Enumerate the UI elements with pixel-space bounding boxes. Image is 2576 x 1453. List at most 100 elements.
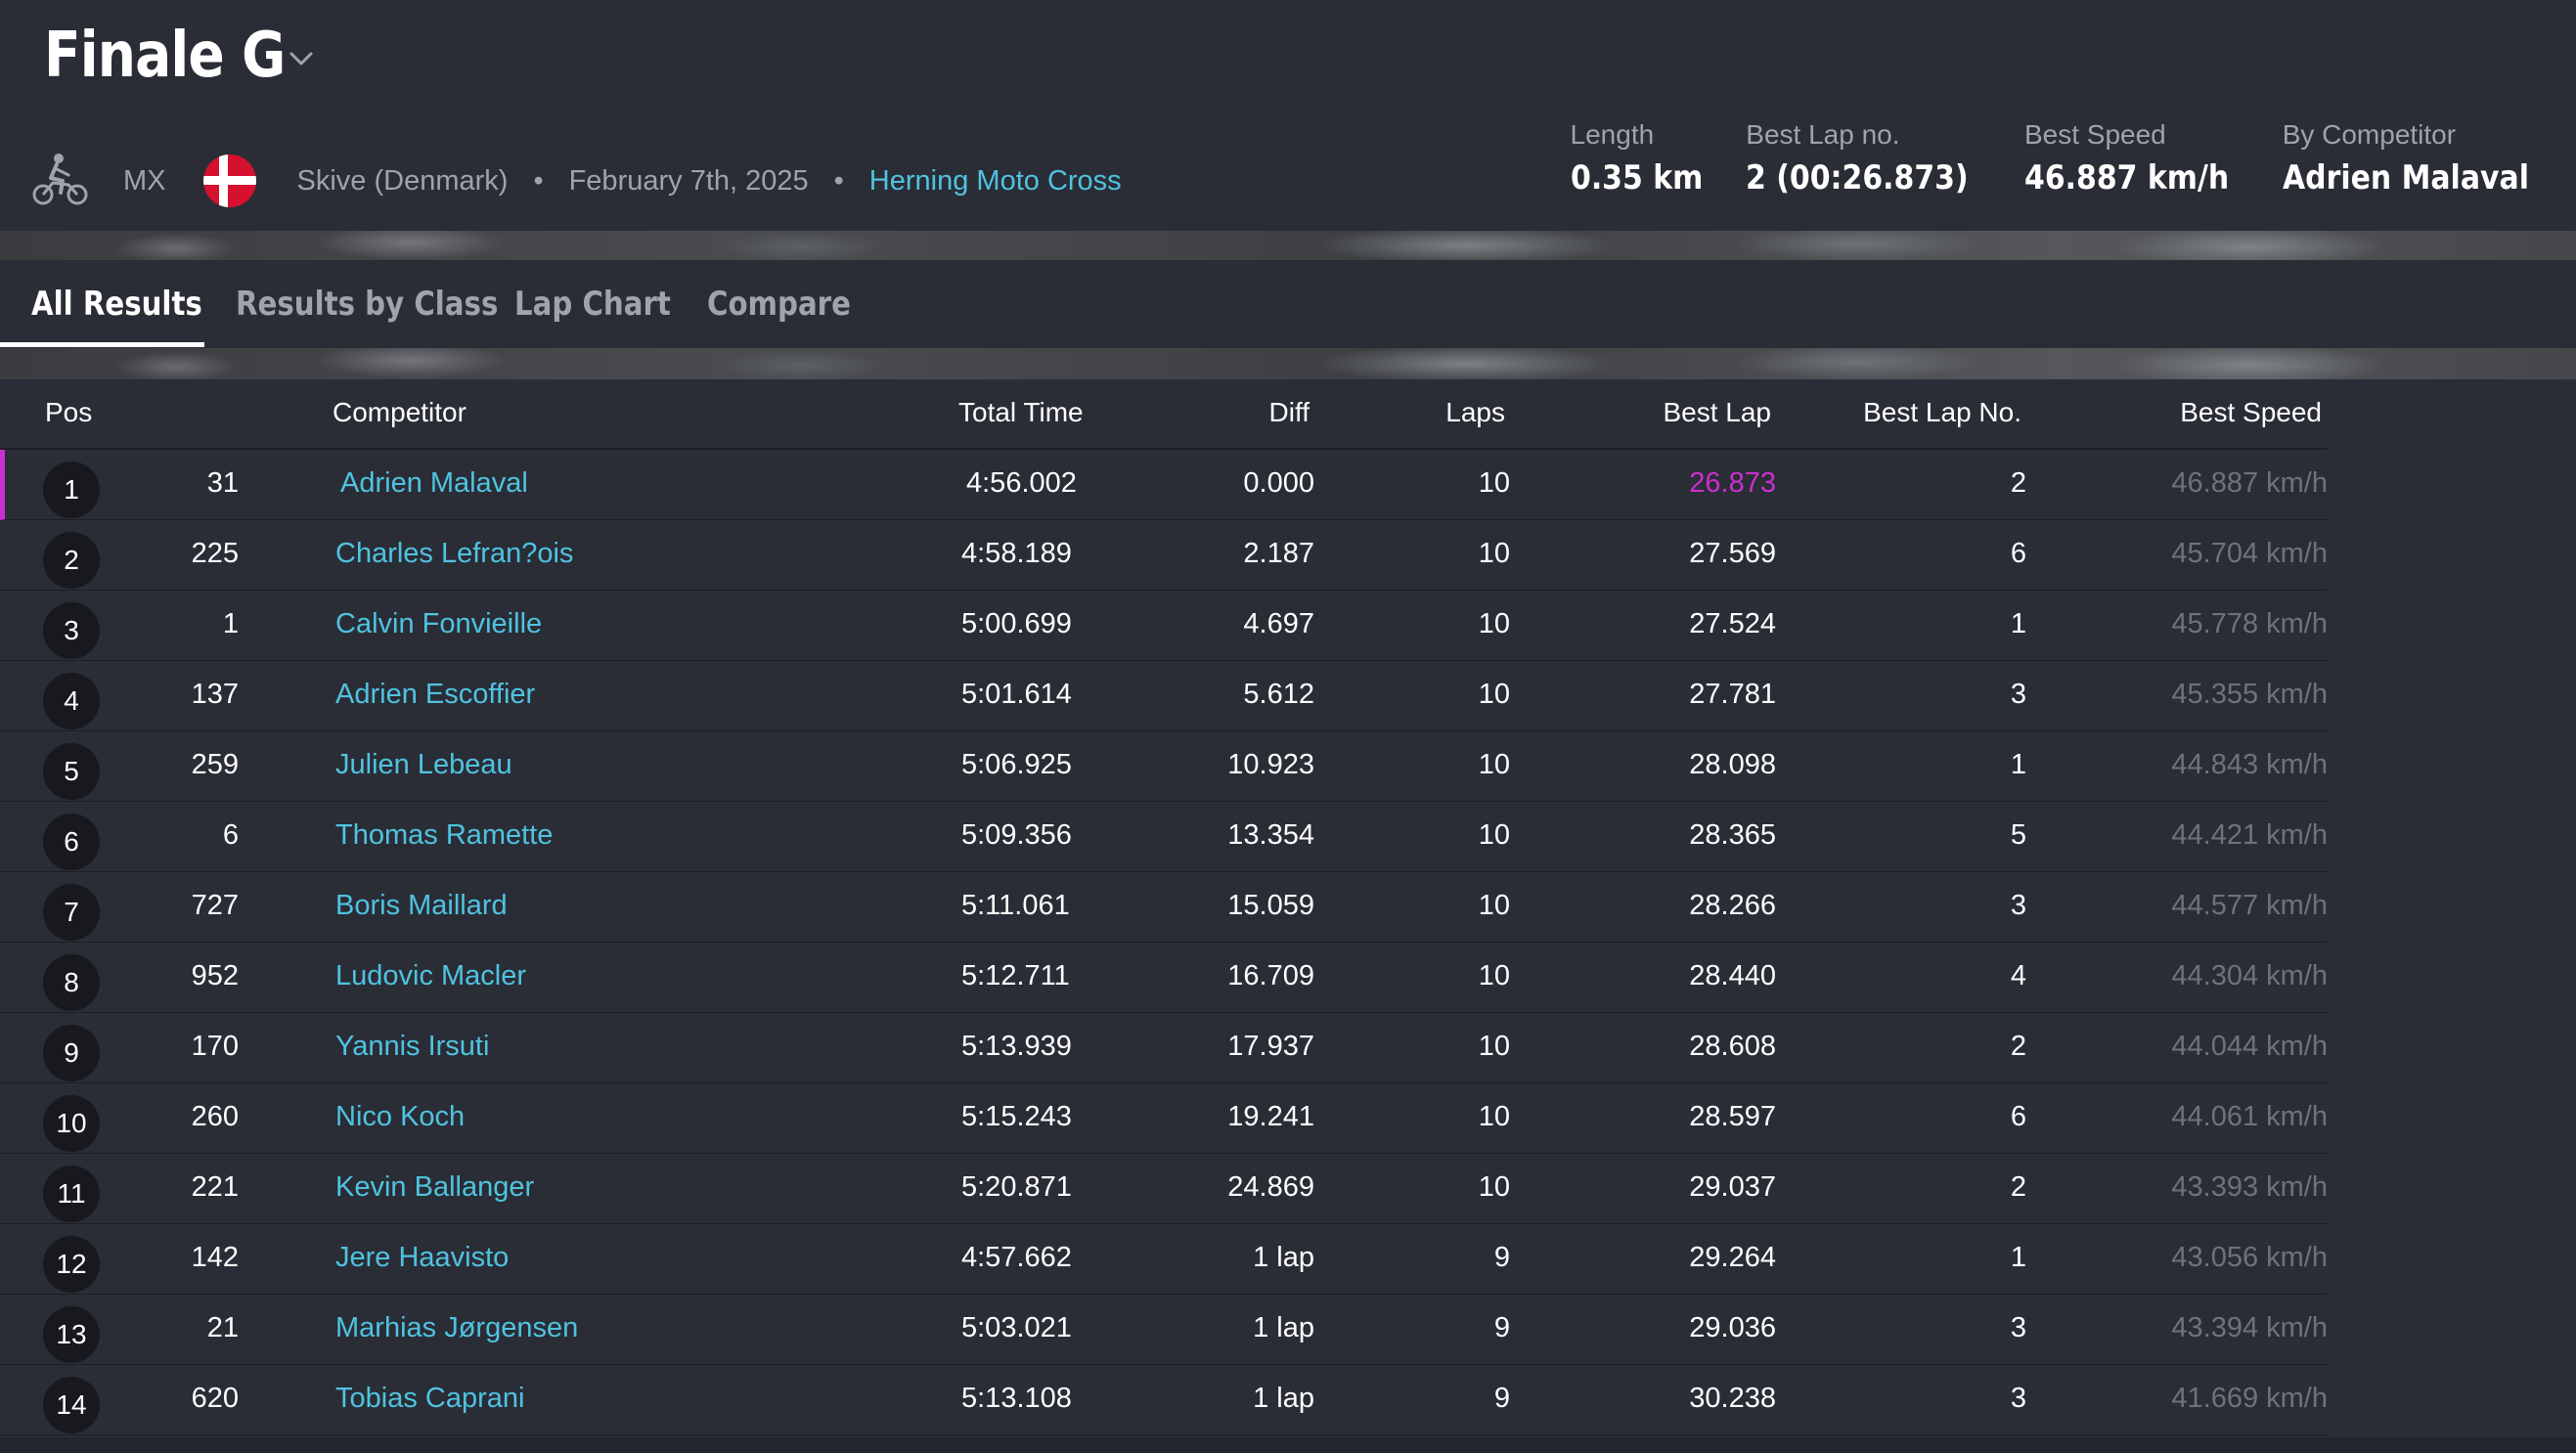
best-speed: 44.044 km/h <box>2171 1031 2328 1062</box>
table-row[interactable]: 7 727 Boris Maillard 5:11.061 15.059 10 28.266… <box>0 872 2328 943</box>
total-time: 4:58.189 <box>961 538 1072 569</box>
competitor-name[interactable]: Marhias Jørgensen <box>335 1312 579 1343</box>
best-lap-time: 29.036 <box>1689 1312 1776 1343</box>
banner-image-strip <box>0 231 2576 260</box>
col-diff-header[interactable]: Diff <box>1268 397 1310 427</box>
col-pos-header[interactable]: Pos <box>45 397 93 427</box>
stat-best-speed-label: Best Speed <box>2023 119 2166 150</box>
diff-time: 2.187 <box>1243 538 1314 569</box>
position-badge: 6 <box>43 814 100 870</box>
diff-time: 1 lap <box>1253 1242 1314 1273</box>
total-time: 5:11.061 <box>961 890 1070 921</box>
table-row[interactable]: 12 142 Jere Haavisto 4:57.662 1 lap 9 29.264 1 4… <box>0 1224 2328 1295</box>
laps-count: 10 <box>1478 1031 1510 1062</box>
competitor-name[interactable]: Jere Haavisto <box>335 1242 510 1273</box>
best-lap-number: 1 <box>2010 608 2026 639</box>
competitor-name[interactable]: Boris Maillard <box>335 890 508 921</box>
competitor-name[interactable]: Ludovic Macler <box>335 960 527 991</box>
position-badge: 1 <box>43 462 100 518</box>
best-lap-time: 27.781 <box>1689 679 1776 710</box>
best-lap-time: 27.569 <box>1689 538 1776 569</box>
col-laps-header[interactable]: Laps <box>1445 397 1505 427</box>
best-lap-number: 3 <box>2010 679 2026 710</box>
best-speed: 43.394 km/h <box>2171 1312 2328 1343</box>
col-total-time-header[interactable]: Total Time <box>958 397 1084 427</box>
race-title: Finale G <box>44 20 286 92</box>
best-speed: 45.778 km/h <box>2171 608 2328 639</box>
col-best-lap-header[interactable]: Best Lap <box>1663 397 1771 427</box>
diff-time: 16.709 <box>1227 960 1314 991</box>
chevron-down-icon[interactable] <box>286 43 317 74</box>
stat-best-speed-value: 46.887 km/h <box>2023 158 2230 198</box>
table-row[interactable]: 13 21 Marhias Jørgensen 5:03.021 1 lap 9 29.03… <box>0 1295 2328 1365</box>
competitor-name[interactable]: Julien Lebeau <box>335 749 512 780</box>
stat-length-label: Length <box>1570 119 1655 150</box>
table-row[interactable]: 1 31 Adrien Malaval 4:56.002 0.000 10 26.873 2 4… <box>0 450 2328 520</box>
laps-count: 10 <box>1478 960 1510 991</box>
table-row[interactable]: 3 1 Calvin Fonvieille 5:00.699 4.697 10 27.524… <box>0 591 2328 661</box>
table-row[interactable]: 11 221 Kevin Ballanger 5:20.871 24.869 10 29.0… <box>0 1154 2328 1224</box>
competitor-name[interactable]: Charles Lefran?ois <box>335 538 574 569</box>
bib-number: 21 <box>206 1312 239 1343</box>
stat-length: Length 0.35 km <box>1571 119 1721 198</box>
laps-count: 9 <box>1493 1383 1510 1414</box>
diff-time: 1 lap <box>1253 1383 1314 1414</box>
bib-number: 137 <box>191 679 239 710</box>
best-lap-number: 3 <box>2010 890 2026 921</box>
tab-all-results[interactable]: All Results <box>31 285 202 324</box>
race-stats: Length 0.35 km Best Lap no. 2 (00:26.873… <box>1571 119 2562 198</box>
best-lap-time: 28.098 <box>1689 749 1776 780</box>
best-speed: 43.056 km/h <box>2171 1242 2328 1273</box>
diff-time: 4.697 <box>1243 608 1314 639</box>
competitor-name[interactable]: Calvin Fonvieille <box>335 608 543 639</box>
best-lap-number: 5 <box>2010 819 2026 851</box>
competitor-name[interactable]: Adrien Malaval <box>340 467 528 499</box>
best-speed: 41.669 km/h <box>2171 1383 2328 1414</box>
col-competitor-header[interactable]: Competitor <box>333 397 466 427</box>
col-best-speed-header[interactable]: Best Speed <box>2180 397 2322 427</box>
table-row[interactable]: 5 259 Julien Lebeau 5:06.925 10.923 10 28.098 1… <box>0 731 2328 802</box>
diff-time: 19.241 <box>1227 1101 1314 1132</box>
competitor-name[interactable]: Kevin Ballanger <box>335 1171 535 1203</box>
tab-results-by-class[interactable]: Results by Class <box>236 285 499 324</box>
col-best-lap-no-header[interactable]: Best Lap No. <box>1863 397 2021 427</box>
competitor-name[interactable]: Nico Koch <box>335 1101 466 1132</box>
results-tabs: All Results Results by Class Lap Chart C… <box>0 260 2576 348</box>
table-row[interactable]: 14 620 Tobias Caprani 5:13.108 1 lap 9 30.238 3… <box>0 1365 2328 1435</box>
stat-by-competitor: By Competitor Adrien Malaval <box>2283 119 2562 198</box>
organizer-link[interactable]: Herning Moto Cross <box>868 164 1122 197</box>
bib-number: 142 <box>191 1242 239 1273</box>
best-lap-time: 28.597 <box>1689 1101 1776 1132</box>
table-footer-edge <box>0 1437 2576 1453</box>
total-time: 5:12.711 <box>961 960 1070 991</box>
table-row[interactable]: 10 260 Nico Koch 5:15.243 19.241 10 28.597 6 44.… <box>0 1083 2328 1154</box>
stat-best-lap-value: 2 (00:26.873) <box>1746 158 1969 198</box>
diff-time: 5.612 <box>1243 679 1314 710</box>
table-row[interactable]: 4 137 Adrien Escoffier 5:01.614 5.612 10 27.78… <box>0 661 2328 731</box>
table-row[interactable]: 6 6 Thomas Ramette 5:09.356 13.354 10 28.365 5 4… <box>0 802 2328 872</box>
competitor-name[interactable]: Thomas Ramette <box>335 819 554 851</box>
bib-number: 6 <box>222 819 239 851</box>
diff-time: 10.923 <box>1227 749 1314 780</box>
best-lap-time: 28.608 <box>1689 1031 1776 1062</box>
best-lap-number: 3 <box>2010 1312 2026 1343</box>
position-badge: 8 <box>43 954 100 1011</box>
table-row[interactable]: 9 170 Yannis Irsuti 5:13.939 17.937 10 28.608 2… <box>0 1013 2328 1083</box>
diff-time: 1 lap <box>1253 1312 1314 1343</box>
position-badge: 2 <box>43 532 100 589</box>
table-row[interactable]: 2 225 Charles Lefran?ois 4:58.189 2.187 10 27.… <box>0 520 2328 591</box>
competitor-name[interactable]: Tobias Caprani <box>335 1383 525 1414</box>
tab-compare[interactable]: Compare <box>707 285 851 324</box>
table-row[interactable]: 8 952 Ludovic Macler 5:12.711 16.709 10 28.440… <box>0 943 2328 1013</box>
best-lap-number: 1 <box>2010 1242 2026 1273</box>
competitor-name[interactable]: Yannis Irsuti <box>335 1031 490 1062</box>
bib-number: 727 <box>191 890 239 921</box>
position-badge: 7 <box>43 884 100 941</box>
tab-lap-chart[interactable]: Lap Chart <box>514 285 671 324</box>
best-speed: 46.887 km/h <box>2171 467 2328 499</box>
best-lap-time: 30.238 <box>1689 1383 1776 1414</box>
best-lap-number: 2 <box>2010 1171 2026 1203</box>
competitor-name[interactable]: Adrien Escoffier <box>335 679 536 710</box>
diff-time: 17.937 <box>1227 1031 1314 1062</box>
best-lap-number: 4 <box>2010 960 2026 991</box>
